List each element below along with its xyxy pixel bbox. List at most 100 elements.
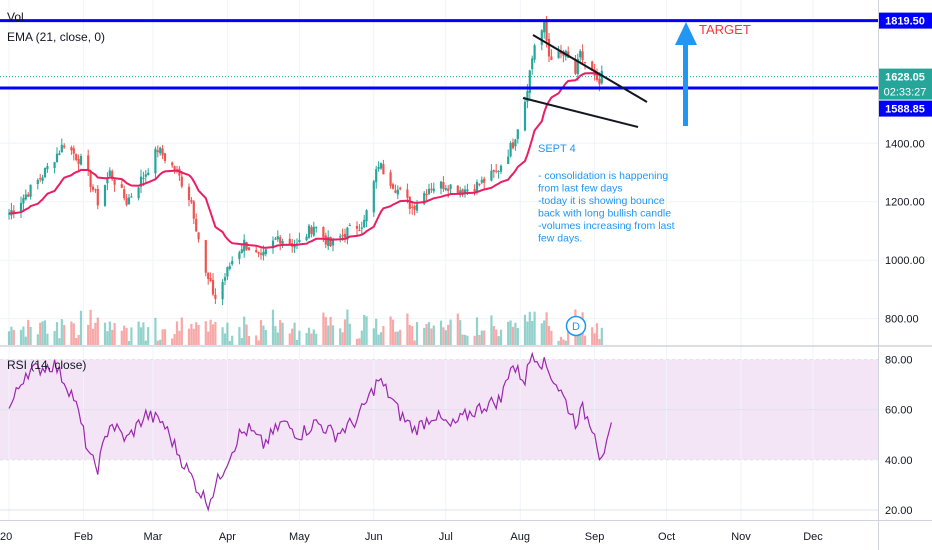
candle-body <box>276 236 279 240</box>
candle-body <box>72 148 75 154</box>
volume-bar <box>180 317 183 345</box>
candle-body <box>187 186 191 201</box>
price-axis[interactable]: 1400.00 1200.00 1000.00 800.00 <box>885 138 925 325</box>
volume-bar <box>514 322 517 345</box>
candle-body <box>142 177 145 179</box>
candle-body <box>523 101 527 131</box>
volume-bar <box>147 327 150 345</box>
candle-body <box>46 165 49 170</box>
candle-body <box>483 178 486 183</box>
candle-body <box>305 236 308 241</box>
rsi-tick-label: 80.00 <box>885 355 913 367</box>
volume-bar <box>466 335 469 345</box>
rsi-tick-label: 20.00 <box>885 505 913 517</box>
volume-bar <box>372 328 375 345</box>
candle-body <box>473 189 476 192</box>
volume-bar <box>173 334 176 345</box>
candle-body <box>444 188 447 190</box>
volume-bar <box>377 334 380 345</box>
volume-bar <box>123 325 126 345</box>
candle-body <box>163 153 167 161</box>
time-tick-label: May <box>289 531 310 543</box>
candle-body <box>531 58 534 70</box>
volume-bar <box>348 323 351 345</box>
volume-bar <box>55 322 59 345</box>
volume-bar <box>315 333 318 345</box>
candle-body <box>408 196 411 209</box>
candle-body <box>238 252 241 259</box>
candle-body <box>331 239 335 246</box>
volume-bar <box>509 320 512 345</box>
price-tick-label: 1000.00 <box>885 255 925 267</box>
candle-body <box>579 51 582 58</box>
rsi-tick-label: 40.00 <box>885 455 913 467</box>
volume-bar <box>447 324 450 345</box>
candle-body <box>207 272 210 279</box>
volume-bar <box>139 327 143 345</box>
volume-bar <box>259 320 263 345</box>
legend-vol: Vol <box>7 10 24 24</box>
candle-body <box>120 184 123 188</box>
lower-trendline[interactable] <box>522 97 639 128</box>
volume-bar <box>526 321 529 345</box>
candle-body <box>36 180 39 185</box>
candle-body <box>257 252 260 254</box>
volume-bar <box>394 331 397 345</box>
volume-bar <box>432 325 435 345</box>
volume-bar <box>480 330 483 345</box>
candle-body <box>58 153 61 156</box>
candle-body <box>430 188 433 190</box>
candle-body <box>533 45 536 60</box>
candle-body <box>240 249 243 253</box>
candle-body <box>94 189 97 191</box>
volume-bar <box>507 321 510 345</box>
note-line: few days. <box>538 233 582 245</box>
upper-trendline[interactable] <box>532 34 648 103</box>
volume-bar <box>591 327 594 345</box>
volume-bar <box>19 329 23 345</box>
candle-body <box>315 227 318 229</box>
volume-bar <box>264 329 267 345</box>
volume-bar <box>564 340 567 345</box>
candle-body <box>55 153 59 163</box>
volume-bar <box>262 325 265 345</box>
price-tick-label: 800.00 <box>885 314 919 326</box>
volume-bar <box>197 325 200 345</box>
price-pane-bg[interactable] <box>0 0 878 345</box>
volume-bar <box>228 340 231 345</box>
candle-body <box>581 51 584 61</box>
volume-bar <box>223 333 227 345</box>
ema-line <box>8 72 602 249</box>
volume-bar <box>411 326 414 345</box>
volume-bar <box>60 319 63 345</box>
volume-bar <box>540 323 543 345</box>
volume-bar <box>449 319 452 345</box>
candle-body <box>180 176 183 187</box>
candle-body <box>264 249 267 255</box>
candle-body <box>391 184 395 189</box>
candle-body <box>509 142 512 157</box>
candle-body <box>156 150 159 153</box>
volume-bar <box>91 328 95 345</box>
candle-body <box>363 219 366 228</box>
candle-body <box>406 189 409 198</box>
candle-body <box>341 235 344 237</box>
legend-rsi: RSI (14, close) <box>7 358 86 372</box>
volume-bar <box>427 322 431 345</box>
candle-body <box>379 163 383 169</box>
rsi-axis[interactable]: 80.00 60.00 40.00 20.00 <box>885 355 913 517</box>
candle-body <box>528 70 531 93</box>
dividend-badge[interactable]: D <box>565 315 587 337</box>
volume-bar <box>190 323 193 345</box>
volume-bar <box>41 321 44 345</box>
candle-body <box>427 188 431 195</box>
candle-body <box>77 158 80 164</box>
volume-bar <box>108 321 111 345</box>
time-axis[interactable]: 2020 Feb Mar Apr May Jun Jul Aug Sep Oct Nov Dec <box>0 531 823 543</box>
candle-body <box>480 179 483 183</box>
candle-body <box>27 194 30 197</box>
candle-body <box>456 185 459 194</box>
target-arrow[interactable] <box>675 22 697 126</box>
volume-bar <box>7 331 11 345</box>
